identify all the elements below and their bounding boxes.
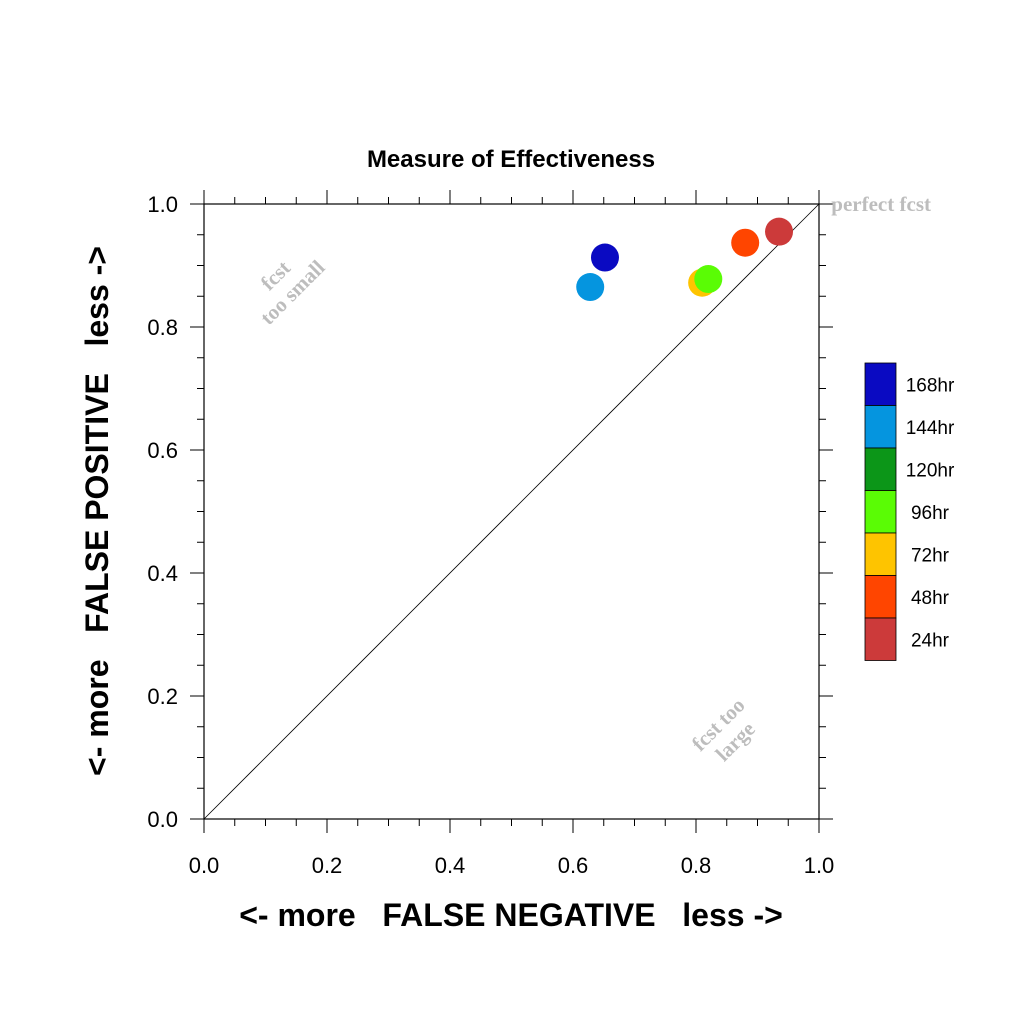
- x-axis-label: <- more FALSE NEGATIVE less ->: [239, 897, 783, 933]
- x-tick-label: 0.2: [312, 853, 343, 878]
- x-tick-label: 0.8: [681, 853, 712, 878]
- legend-label-72hr: 72hr: [911, 545, 950, 566]
- y-tick-label: 0.2: [147, 684, 178, 709]
- annotation: perfect fcst: [831, 192, 931, 216]
- legend-label-120hr: 120hr: [906, 460, 955, 481]
- annotation-text: perfect fcst: [831, 192, 931, 216]
- legend-swatch-72hr: [864, 532, 897, 576]
- legend-label-144hr: 144hr: [906, 418, 955, 439]
- tick-marks: [190, 190, 833, 833]
- y-tick-label: 1.0: [147, 192, 178, 217]
- legend-swatch-120hr: [864, 447, 897, 491]
- legend-swatch-144hr: [864, 405, 897, 449]
- y-axis-label: <- more FALSE POSITIVE less ->: [79, 246, 115, 776]
- point-144hr: [576, 273, 605, 302]
- legend: 168hr 144hr 120hr 96hr 72hr 48hr 24hr: [864, 362, 955, 661]
- point-96hr: [694, 265, 723, 294]
- legend-swatch-96hr: [864, 490, 897, 534]
- tick-labels: 0.0 0.2 0.4 0.6 0.8 1.0 0.0 0.2 0.4 0.6 0.8 1.0: [147, 192, 834, 878]
- legend-swatch-48hr: [864, 575, 897, 619]
- x-tick-label: 1.0: [804, 853, 835, 878]
- legend-label-48hr: 48hr: [911, 588, 950, 609]
- y-tick-label: 0.4: [147, 561, 178, 586]
- legend-swatch-24hr: [864, 617, 897, 661]
- legend-label-96hr: 96hr: [911, 503, 950, 524]
- x-tick-label: 0.4: [435, 853, 466, 878]
- diagonal-line: [203, 203, 820, 820]
- x-tick-label: 0.6: [558, 853, 589, 878]
- legend-label-168hr: 168hr: [906, 375, 955, 396]
- y-tick-label: 0.6: [147, 438, 178, 463]
- x-tick-label: 0.0: [189, 853, 220, 878]
- data-points: [576, 217, 794, 302]
- chart-title: Measure of Effectiveness: [367, 146, 655, 173]
- legend-swatch-168hr: [864, 362, 897, 406]
- point-24hr: [765, 217, 794, 246]
- point-48hr: [731, 228, 760, 257]
- y-tick-label: 0.0: [147, 807, 178, 832]
- point-168hr: [590, 243, 619, 272]
- legend-label-24hr: 24hr: [911, 630, 950, 651]
- y-tick-label: 0.8: [147, 315, 178, 340]
